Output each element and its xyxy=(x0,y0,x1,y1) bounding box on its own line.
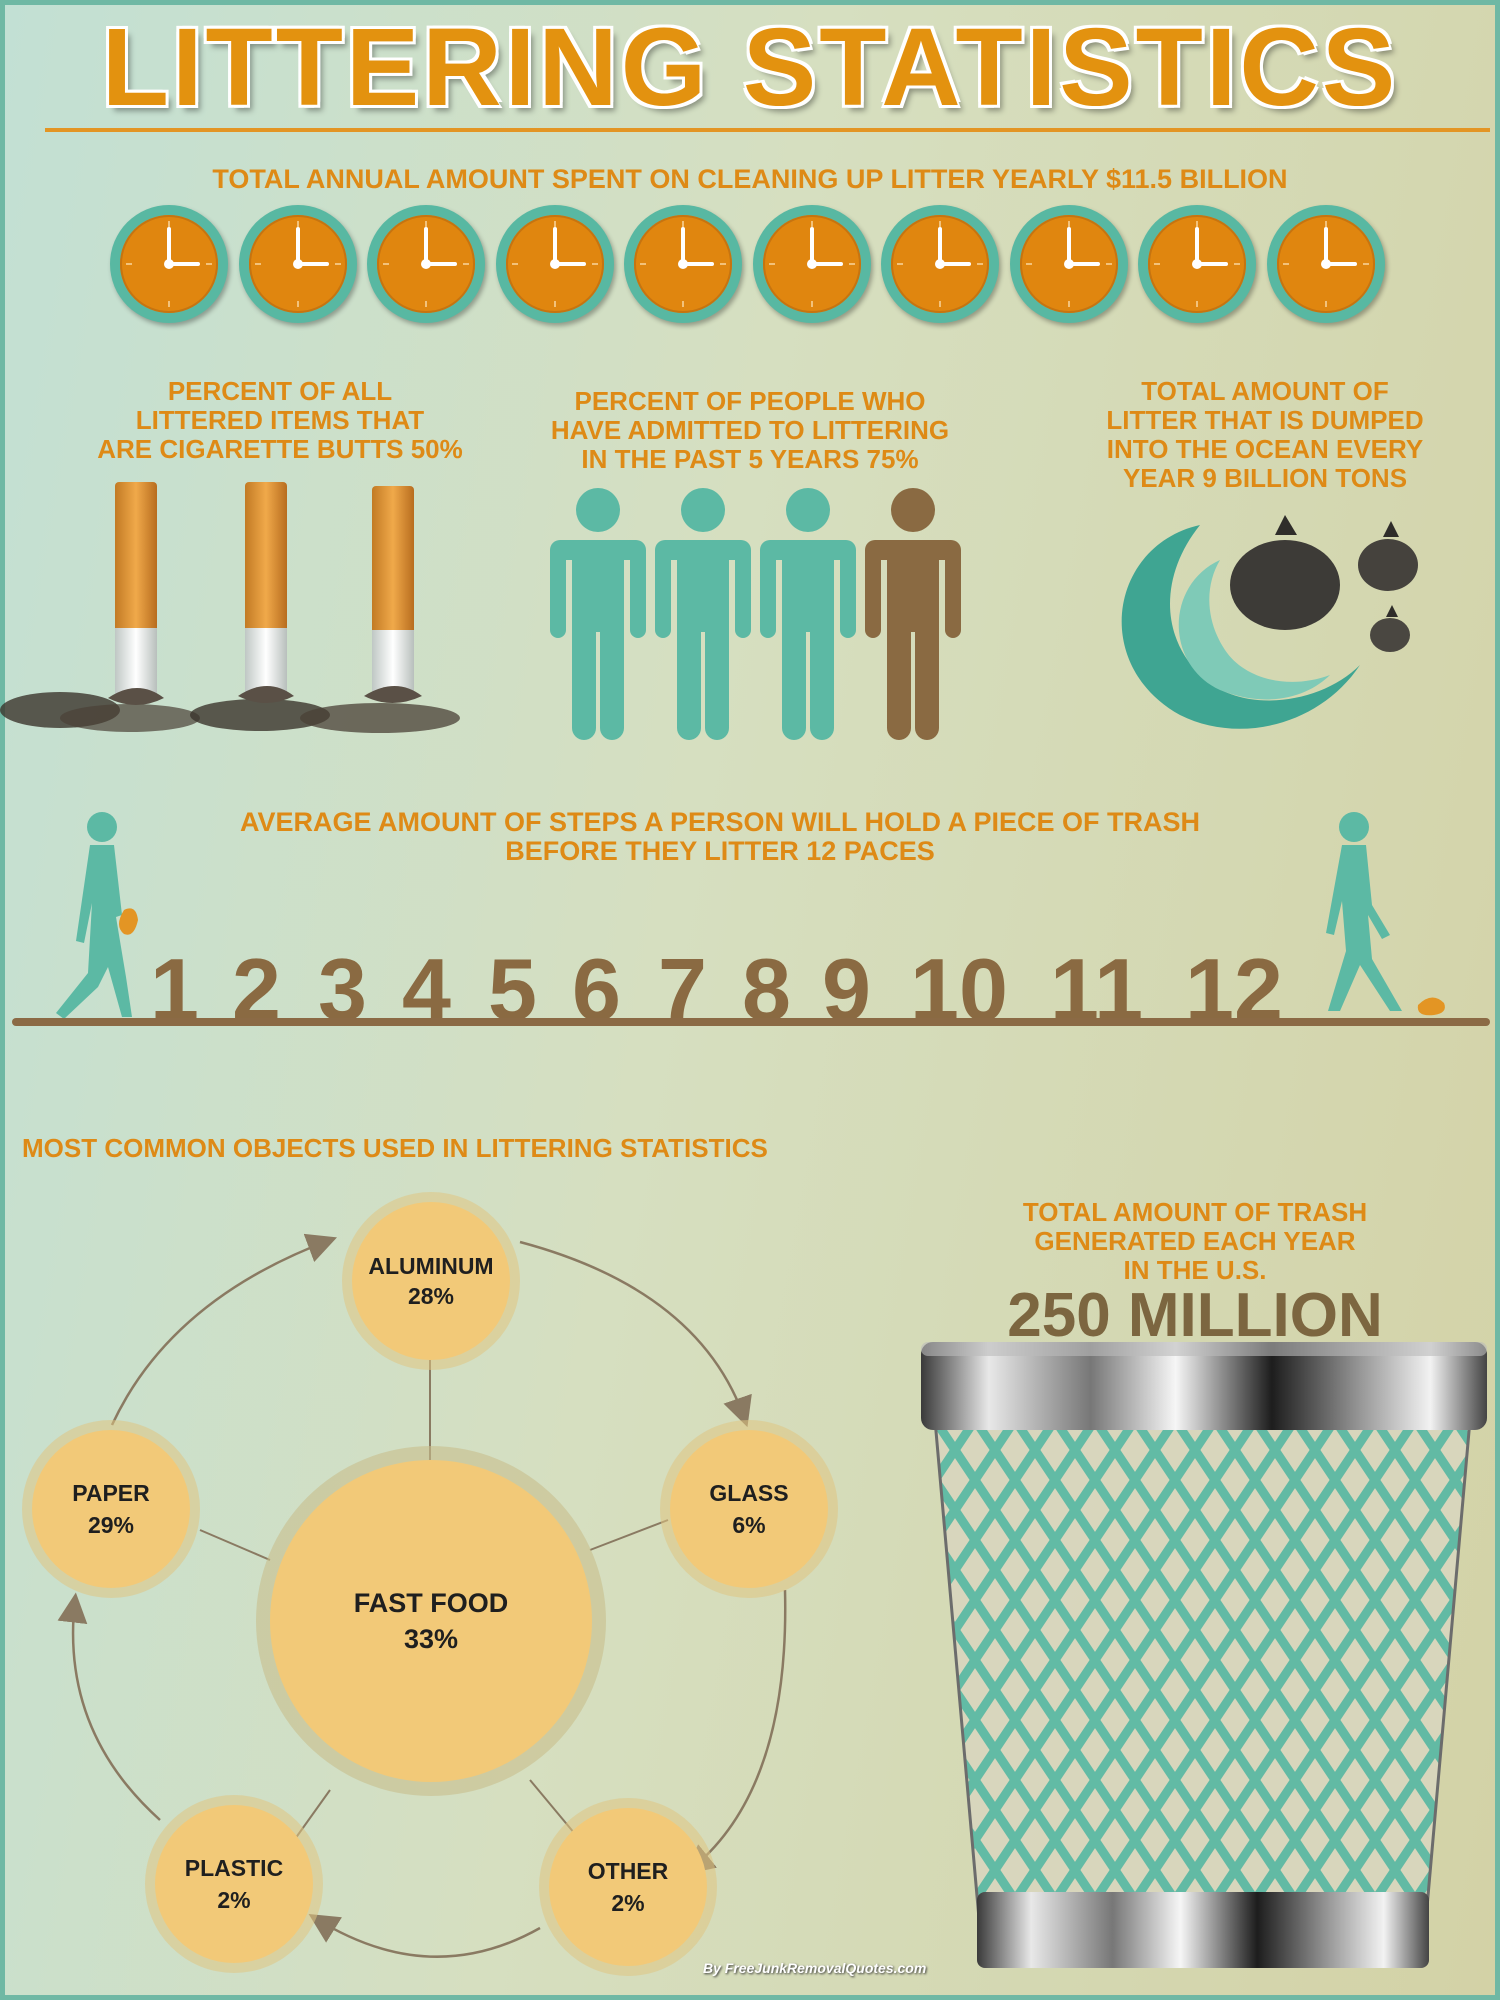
trash-can-icon xyxy=(921,1342,1487,1968)
connector-line xyxy=(199,1529,271,1561)
trash-piece-icon xyxy=(1417,997,1445,1016)
trash-can-rim xyxy=(921,1342,1487,1430)
cigarette-stat-line: ARE CIGARETTE BUTTS 50% xyxy=(97,434,463,464)
other-label: OTHER xyxy=(587,1858,669,1884)
clock-icon xyxy=(1138,205,1256,323)
person-icon xyxy=(550,488,646,740)
clock-row xyxy=(110,205,1410,329)
clock-icon xyxy=(881,205,999,323)
ground-line xyxy=(12,1018,1490,1026)
wave-icon xyxy=(1121,525,1360,729)
cycle-arrow xyxy=(519,1240,752,1428)
cycle-arrow xyxy=(110,1233,338,1426)
wave-icon xyxy=(1178,560,1330,700)
trash-bag-icon xyxy=(1230,515,1340,630)
people-stat-line: PERCENT OF PEOPLE WHO xyxy=(574,386,926,416)
paper-bubble: PAPER 29% xyxy=(32,1430,190,1588)
steps-stat-line: AVERAGE AMOUNT OF STEPS A PERSON WILL HO… xyxy=(239,807,1201,837)
cigarette-butt xyxy=(364,486,422,703)
trash-stat-line: TOTAL AMOUNT OF TRASH xyxy=(1022,1197,1368,1227)
plastic-label: PLASTIC xyxy=(184,1855,284,1881)
cycle-arrow xyxy=(684,1589,787,1875)
trash-piece-icon xyxy=(119,908,138,935)
clock-icon xyxy=(752,205,871,323)
clock-icon xyxy=(1009,205,1128,323)
credit-text: By FreeJunkRemovalQuotes.com xyxy=(703,1960,927,1976)
cigarette-stat-line: PERCENT OF ALL xyxy=(167,376,393,406)
trash-bag-icon xyxy=(1370,605,1410,652)
paper-percent: 29% xyxy=(87,1512,135,1538)
plastic-bubble: PLASTIC 2% xyxy=(155,1805,313,1963)
clock-icon xyxy=(110,205,228,323)
glass-percent: 6% xyxy=(732,1512,766,1538)
ocean-stat-line: YEAR 9 BILLION TONS xyxy=(1122,463,1408,493)
walking-person-icon xyxy=(1326,812,1445,1016)
people-stat-line: HAVE ADMITTED TO LITTERING xyxy=(550,415,950,445)
connector-line xyxy=(589,1519,669,1551)
cigarette-butt xyxy=(108,482,164,705)
title-divider xyxy=(45,128,1490,132)
clock-icon xyxy=(367,205,485,323)
people-stat-line: IN THE PAST 5 YEARS 75% xyxy=(581,444,919,474)
trash-stat-line: IN THE U.S. xyxy=(1123,1255,1267,1285)
cigarette-butts-illustration xyxy=(0,482,460,733)
cleanup-stat: TOTAL ANNUAL AMOUNT SPENT ON CLEANING UP… xyxy=(212,164,1288,194)
ocean-stat-line: INTO THE OCEAN EVERY xyxy=(1106,434,1424,464)
trash-amount: 250 MILLION xyxy=(1007,1281,1383,1350)
cycle-arrow xyxy=(57,1592,161,1821)
ocean-stat-line: TOTAL AMOUNT OF xyxy=(1141,376,1389,406)
walking-person-holding-trash-icon xyxy=(56,812,138,1019)
glass-label: GLASS xyxy=(709,1480,789,1506)
person-icon xyxy=(760,488,856,740)
clock-icon xyxy=(624,205,742,323)
person-icon xyxy=(655,488,751,740)
fast-food-label: FAST FOOD xyxy=(353,1588,509,1618)
other-percent: 2% xyxy=(611,1890,645,1916)
clock-icon xyxy=(495,205,614,323)
clock-icon xyxy=(238,205,357,323)
fast-food-percent: 33% xyxy=(403,1624,459,1654)
steps-stat-line: BEFORE THEY LITTER 12 PACES xyxy=(505,836,935,866)
trash-stat: TOTAL AMOUNT OF TRASH GENERATED EACH YEA… xyxy=(985,1198,1405,1285)
trash-stat-line: GENERATED EACH YEAR xyxy=(1034,1226,1356,1256)
other-bubble: OTHER 2% xyxy=(549,1808,707,1966)
paper-label: PAPER xyxy=(72,1480,150,1506)
cycle-arrow xyxy=(308,1914,541,1958)
ocean-stat: TOTAL AMOUNT OF LITTER THAT IS DUMPED IN… xyxy=(1045,377,1485,493)
clock-icon xyxy=(1266,205,1385,323)
cigarette-stat: PERCENT OF ALL LITTERED ITEMS THAT ARE C… xyxy=(40,377,520,464)
page-title: LITTERING STATISTICS xyxy=(101,6,1399,129)
steps-stat: AVERAGE AMOUNT OF STEPS A PERSON WILL HO… xyxy=(120,808,1320,866)
plastic-percent: 2% xyxy=(217,1887,251,1913)
fast-food-bubble: FAST FOOD 33% xyxy=(270,1460,592,1782)
person-icon-highlight xyxy=(865,488,961,740)
ocean-wave-trash-illustration xyxy=(1121,515,1418,729)
objects-heading: MOST COMMON OBJECTS USED IN LITTERING ST… xyxy=(22,1133,768,1163)
people-stat: PERCENT OF PEOPLE WHO HAVE ADMITTED TO L… xyxy=(500,387,1000,474)
aluminum-percent: 28% xyxy=(407,1283,455,1309)
trash-bag-icon xyxy=(1358,521,1418,591)
glass-bubble: GLASS 6% xyxy=(670,1430,828,1588)
ocean-stat-line: LITTER THAT IS DUMPED xyxy=(1106,405,1424,435)
cigarette-butt xyxy=(238,482,294,703)
trash-can-base xyxy=(977,1892,1429,1968)
aluminum-label: ALUMINUM xyxy=(368,1253,494,1279)
cigarette-stat-line: LITTERED ITEMS THAT xyxy=(135,405,425,435)
aluminum-bubble: ALUMINUM 28% xyxy=(352,1202,510,1360)
people-icons xyxy=(550,488,961,740)
